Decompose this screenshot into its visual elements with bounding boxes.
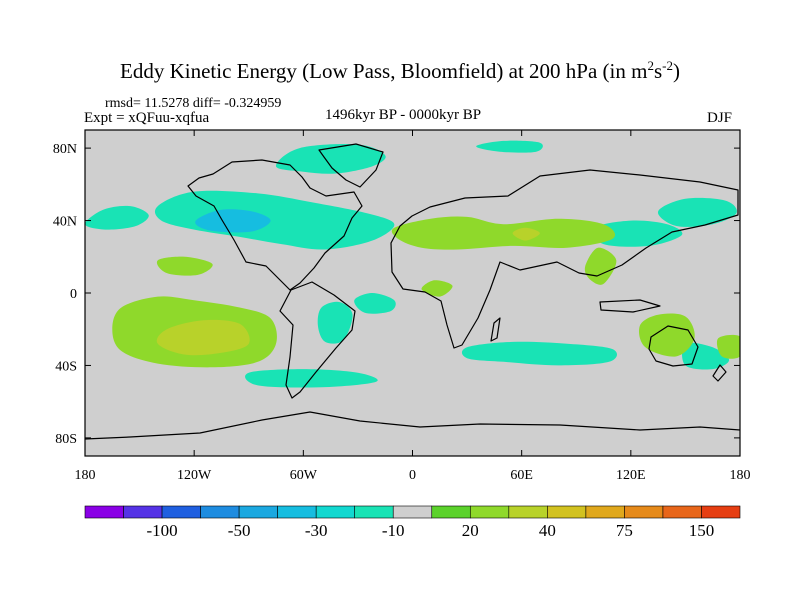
period-label: 1496kyr BP - 0000kyr BP [325,107,482,123]
coast-greenland [318,143,384,188]
y-tick-label: 0 [70,287,77,302]
anomaly-region [317,301,353,344]
anomaly-region [156,319,250,356]
x-tick-label: 60E [510,468,533,483]
colorbar-swatch [508,505,548,519]
anomaly-region [421,280,453,297]
anomaly-region [716,334,740,359]
colorbar-swatch [84,505,124,519]
chart-title: Eddy Kinetic Energy (Low Pass, Bloomfiel… [120,58,680,83]
colorbar-swatch [123,505,163,519]
colorbar-label: 150 [689,521,715,540]
stats-label: rmsd= 11.5278 diff= -0.324959 [105,96,282,111]
x-tick-label: 120W [177,468,212,483]
anomaly-region [639,313,695,357]
x-tick-label: 0 [409,468,416,483]
x-tick-label: 120E [616,468,646,483]
colorbar-label: 40 [539,521,556,540]
y-tick-label: 40N [53,215,77,230]
map-background [85,130,740,456]
colorbar-label: -30 [305,521,328,540]
y-tick-label: 40S [55,359,77,374]
anomaly-region [354,293,396,314]
coast-south-america [279,281,356,399]
anomaly-region [156,256,213,276]
colorbar-swatch [392,505,433,519]
colorbar-swatch [161,505,201,519]
coastlines [85,143,740,440]
x-tick-label: 180 [730,468,751,483]
colorbar-label: 20 [462,521,479,540]
colorbar-swatch [662,505,702,519]
colorbar-swatch [277,505,317,519]
anomaly-region [512,227,540,241]
colorbar-swatch [200,505,240,519]
anomaly-regions [85,140,740,388]
anomaly-region [476,140,543,153]
experiment-label: Expt = xQFuu-xqfua [84,110,210,126]
colorbar-label: -100 [146,521,177,540]
season-label: DJF [707,110,733,126]
coast-antarctica [85,411,740,440]
coast-africa-eurasia [390,169,739,349]
colorbar-swatch [431,505,471,519]
anomaly-region [391,216,616,250]
colorbar: -100 -50 -30 -10 20 40 75 150 [84,505,741,540]
colorbar-swatch [585,505,625,519]
anomaly-region [275,144,386,174]
anomaly-region [592,220,683,247]
anomaly-region [461,341,617,366]
anomaly-region [657,197,737,227]
colorbar-swatch [315,505,356,519]
colorbar-swatch [238,505,278,519]
anomaly-region [154,190,395,250]
anomaly-region [85,205,149,230]
colorbar-swatch [547,505,587,519]
colorbar-swatch [624,505,664,519]
colorbar-swatch [469,505,510,519]
anomaly-region [682,342,730,370]
colorbar-label: -10 [382,521,405,540]
colorbar-swatch [354,505,394,519]
coast-new-zealand [712,364,727,382]
coast-australia [648,325,699,367]
colorbar-label: 75 [616,521,633,540]
anomaly-region [195,209,271,233]
y-tick-label: 80S [55,432,77,447]
x-tick-label: 60W [290,468,318,483]
coast-indonesia [599,299,661,313]
coast-north-america [187,159,363,291]
y-tick-label: 80N [53,142,77,157]
axes: 180 120W 60W 0 60E 120E 180 80N 40N 0 40S 80S [53,130,751,483]
coast-madagascar [490,317,501,342]
colorbar-swatch [701,505,741,519]
colorbar-label: -50 [228,521,251,540]
x-tick-label: 180 [75,468,96,483]
